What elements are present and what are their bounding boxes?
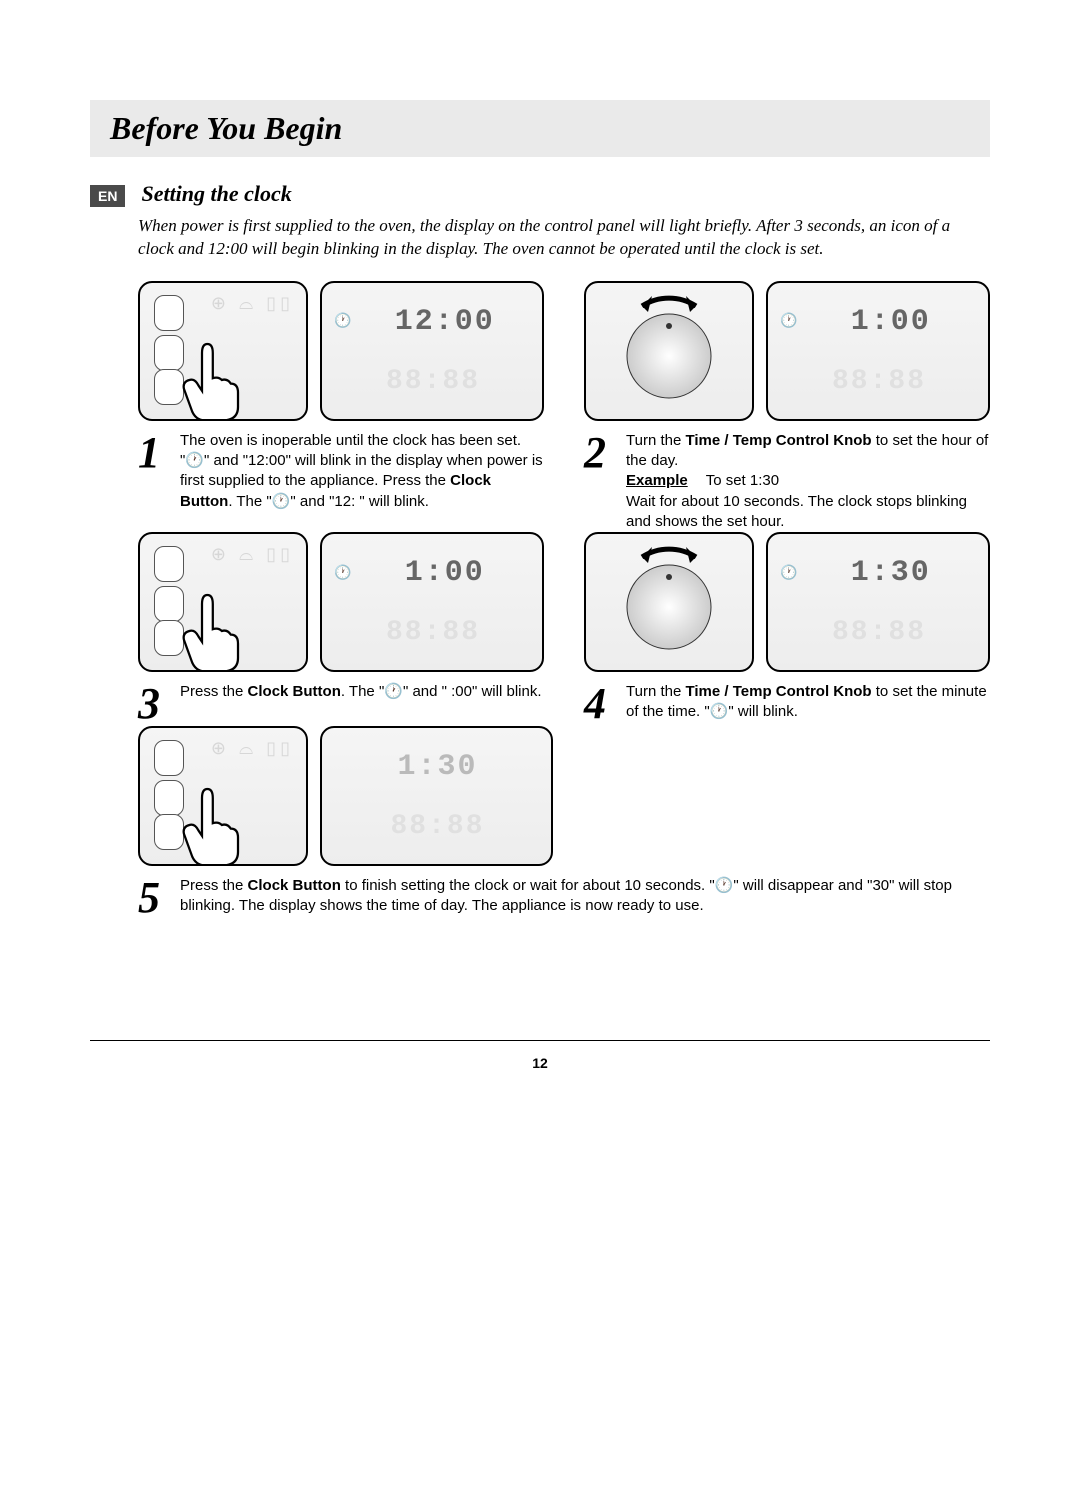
language-badge: EN <box>90 185 125 207</box>
step-number: 2 <box>584 431 616 532</box>
display-ghost-readout: 88:88 <box>334 617 532 648</box>
display-ghost-value: 88:88 <box>334 811 541 842</box>
display-value: 1:30 <box>803 556 978 590</box>
step-body: Press the Clock Button to finish setting… <box>180 876 990 920</box>
display-readout: 1:30 <box>334 750 541 784</box>
steps-grid: ⊕ ⌓ ▯▯ 🕐 12:00 88:88 1 The oven is inope… <box>138 281 990 920</box>
oval-button-icon <box>154 740 184 776</box>
display-readout: 🕐 1:00 <box>780 305 978 339</box>
display-panel-illustration: 🕐 1:00 88:88 <box>320 532 544 672</box>
knob-turn-icon <box>594 537 744 667</box>
step-5-figure: ⊕ ⌓ ▯▯ 1:30 88:88 <box>138 726 553 866</box>
step-2-figure: 🕐 1:00 88:88 <box>584 281 990 421</box>
step-1-text: 1 The oven is inoperable until the clock… <box>138 431 544 512</box>
ghost-icons: ⊕ ⌓ ▯▯ <box>211 293 294 314</box>
step-3-text: 3 Press the Clock Button. The "🕐" and " … <box>138 682 544 726</box>
ghost-icons: ⊕ ⌓ ▯▯ <box>211 738 294 759</box>
display-ghost-readout: 88:88 <box>334 366 532 397</box>
display-value: 12:00 <box>357 305 532 339</box>
control-panel-illustration: ⊕ ⌓ ▯▯ <box>138 532 308 672</box>
step-5: ⊕ ⌓ ▯▯ 1:30 88:88 5 Press the Clock Butt… <box>138 726 990 920</box>
knob-panel-illustration <box>584 281 754 421</box>
step-body: The oven is inoperable until the clock h… <box>180 431 544 512</box>
section-title: Before You Begin <box>110 110 970 147</box>
page-number: 12 <box>90 1055 990 1071</box>
step-5-text: 5 Press the Clock Button to finish setti… <box>138 876 990 920</box>
display-ghost-readout: 88:88 <box>780 366 978 397</box>
display-ghost-value: 88:88 <box>780 366 978 397</box>
clock-icon: 🕐 <box>334 313 351 330</box>
step-4-text: 4 Turn the Time / Temp Control Knob to s… <box>584 682 990 726</box>
display-ghost-value: 88:88 <box>780 617 978 648</box>
display-value: 1:00 <box>357 556 532 590</box>
display-value: 1:00 <box>803 305 978 339</box>
display-ghost-readout: 88:88 <box>780 617 978 648</box>
step-1: ⊕ ⌓ ▯▯ 🕐 12:00 88:88 1 The oven is inope… <box>138 281 544 532</box>
display-readout: 🕐 1:30 <box>780 556 978 590</box>
display-ghost-value: 88:88 <box>334 366 532 397</box>
display-readout: 🕐 1:00 <box>334 556 532 590</box>
footer-divider <box>90 1040 990 1041</box>
display-panel-illustration: 🕐 12:00 88:88 <box>320 281 544 421</box>
step-2-text: 2 Turn the Time / Temp Control Knob to s… <box>584 431 990 532</box>
step-3-figure: ⊕ ⌓ ▯▯ 🕐 1:00 88:88 <box>138 532 544 672</box>
control-panel-illustration: ⊕ ⌓ ▯▯ <box>138 281 308 421</box>
step-4: 🕐 1:30 88:88 4 Turn the Time / Temp Cont… <box>584 532 990 726</box>
display-value: 1:30 <box>334 750 541 784</box>
step-body: Press the Clock Button. The "🕐" and " :0… <box>180 682 542 726</box>
display-ghost-readout: 88:88 <box>334 811 541 842</box>
display-readout: 🕐 12:00 <box>334 305 532 339</box>
display-panel-illustration: 🕐 1:30 88:88 <box>766 532 990 672</box>
step-2: 🕐 1:00 88:88 2 Turn the Time / Temp Cont… <box>584 281 990 532</box>
step-1-figure: ⊕ ⌓ ▯▯ 🕐 12:00 88:88 <box>138 281 544 421</box>
step-number: 4 <box>584 682 616 726</box>
ghost-icons: ⊕ ⌓ ▯▯ <box>211 544 294 565</box>
finger-press-icon <box>166 335 256 421</box>
display-panel-illustration: 1:30 88:88 <box>320 726 553 866</box>
step-4-figure: 🕐 1:30 88:88 <box>584 532 990 672</box>
step-number: 3 <box>138 682 170 726</box>
display-panel-illustration: 🕐 1:00 88:88 <box>766 281 990 421</box>
display-ghost-value: 88:88 <box>334 617 532 648</box>
clock-icon: 🕐 <box>780 313 797 330</box>
subtitle: Setting the clock <box>141 181 291 207</box>
knob-turn-icon <box>594 286 744 416</box>
control-panel-illustration: ⊕ ⌓ ▯▯ <box>138 726 308 866</box>
clock-icon: 🕐 <box>780 565 797 582</box>
step-number: 5 <box>138 876 170 920</box>
oval-button-icon <box>154 295 184 331</box>
clock-icon: 🕐 <box>334 565 351 582</box>
knob-panel-illustration <box>584 532 754 672</box>
step-number: 1 <box>138 431 170 512</box>
intro-text: When power is first supplied to the oven… <box>138 215 990 261</box>
finger-press-icon <box>166 586 256 672</box>
example-label: Example <box>626 472 688 489</box>
step-body: Turn the Time / Temp Control Knob to set… <box>626 682 990 726</box>
section-title-bar: Before You Begin <box>90 100 990 157</box>
finger-press-icon <box>166 780 256 866</box>
oval-button-icon <box>154 546 184 582</box>
step-body: Turn the Time / Temp Control Knob to set… <box>626 431 990 532</box>
step-3: ⊕ ⌓ ▯▯ 🕐 1:00 88:88 3 Press the Clock Bu… <box>138 532 544 726</box>
subtitle-row: EN Setting the clock <box>90 181 990 207</box>
